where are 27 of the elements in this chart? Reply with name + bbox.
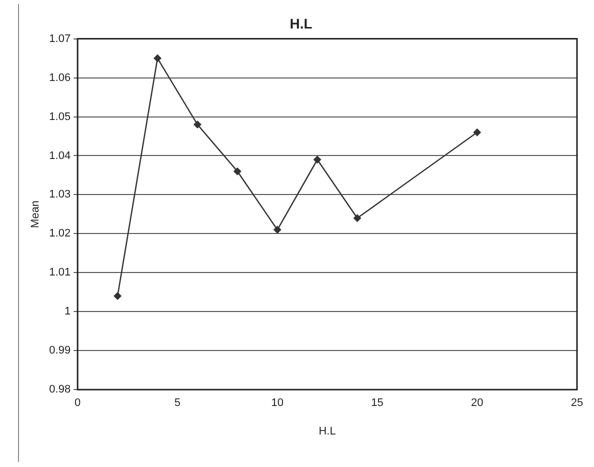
x-tick-label: 20: [470, 397, 484, 410]
point: [353, 214, 362, 222]
y-tick-label: 1.04: [49, 150, 71, 162]
x-tick-label: 10: [271, 397, 284, 410]
y-tick-label: 1.05: [49, 110, 71, 123]
x-tick-label: 25: [570, 397, 584, 410]
point: [233, 167, 242, 176]
y-tick-label: 1: [64, 306, 71, 318]
y-tick-label: 1.01: [49, 266, 71, 279]
x-tick-label: 0: [74, 397, 81, 410]
x-tick-label: 5: [174, 397, 181, 410]
chart-title: H.L: [290, 15, 313, 32]
y-tick-label: 1.06: [49, 72, 71, 84]
x-axis-title: H.L: [318, 425, 336, 438]
point: [114, 292, 122, 300]
point: [193, 120, 202, 129]
point: [313, 156, 322, 164]
x-tick-label: 15: [371, 397, 384, 410]
y-tick-label: 0.98: [49, 384, 71, 396]
point: [273, 226, 282, 234]
y-tick-label: 1.07: [49, 32, 71, 45]
y-tick-label: 1.03: [49, 188, 71, 201]
point: [154, 54, 162, 62]
y-tick-label: 1.02: [49, 228, 71, 240]
y-tick-label: 0.99: [49, 344, 71, 357]
point: [473, 128, 482, 136]
y-axis-title: Mean: [30, 200, 42, 228]
